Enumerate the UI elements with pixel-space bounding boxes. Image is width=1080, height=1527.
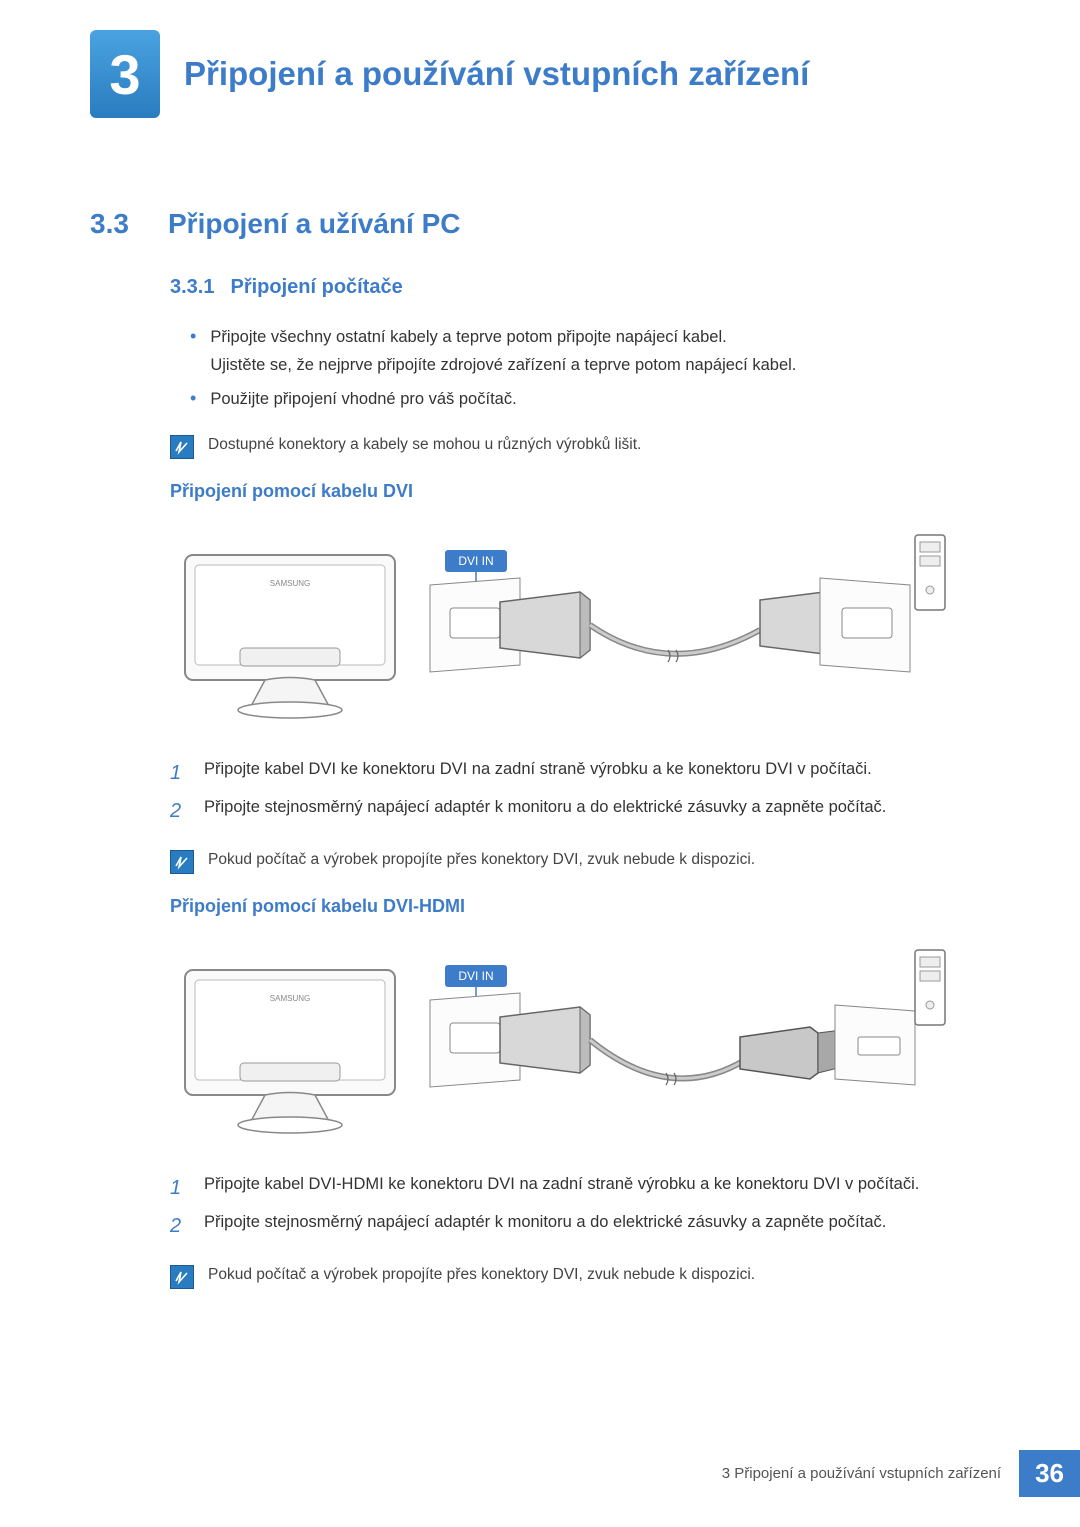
section-heading: 3.3 Připojení a užívání PC [90,208,990,240]
chapter-header: 3 Připojení a používání vstupních zaříze… [90,30,990,118]
svg-text:SAMSUNG: SAMSUNG [270,579,310,588]
port-label: DVI IN [458,554,493,568]
note: Pokud počítač a výrobek propojíte přes k… [170,1263,990,1289]
diagram-dvi-hdmi: SAMSUNG DVI IN [170,945,950,1145]
steps-dvi-hdmi: 1 Připojte kabel DVI-HDMI ke konektoru D… [170,1169,990,1245]
step-number: 2 [170,1207,188,1245]
diagram-dvi: SAMSUNG DVI IN [170,530,950,730]
list-item: • Připojte všechny ostatní kabely a tepr… [190,323,990,379]
section-number: 3.3 [90,208,144,240]
chapter-badge: 3 [90,30,160,118]
bullet-icon: • [190,323,196,379]
list-item: 1 Připojte kabel DVI-HDMI ke konektoru D… [170,1169,990,1207]
bullet-icon: • [190,385,196,413]
list-item: 2 Připojte stejnosměrný napájecí adaptér… [170,1207,990,1245]
list-item: 2 Připojte stejnosměrný napájecí adaptér… [170,792,990,830]
note-icon [170,850,194,874]
step-text: Připojte stejnosměrný napájecí adaptér k… [204,792,990,830]
list-item: • Použijte připojení vhodné pro váš počí… [190,385,990,413]
chapter-number: 3 [109,42,140,107]
subsection-heading: 3.3.1 Připojení počítače [170,276,990,299]
chapter-title: Připojení a používání vstupních zařízení [184,55,809,93]
footer-text: 3 Připojení a používání vstupních zaříze… [704,1450,1019,1497]
step-text: Připojte stejnosměrný napájecí adaptér k… [204,1207,990,1245]
step-number: 2 [170,792,188,830]
page: 3 Připojení a používání vstupních zaříze… [0,0,1080,1527]
page-number: 36 [1019,1450,1080,1497]
note-icon [170,1265,194,1289]
steps-dvi: 1 Připojte kabel DVI ke konektoru DVI na… [170,754,990,830]
step-number: 1 [170,754,188,792]
heading-dvi-hdmi: Připojení pomocí kabelu DVI-HDMI [170,896,990,917]
subsection-title: Připojení počítače [230,276,402,299]
note: Pokud počítač a výrobek propojíte přes k… [170,848,990,874]
note-text: Pokud počítač a výrobek propojíte přes k… [208,848,990,873]
bullet-text: Připojte všechny ostatní kabely a teprve… [210,323,990,379]
note: Dostupné konektory a kabely se mohou u r… [170,433,990,459]
svg-text:SAMSUNG: SAMSUNG [270,994,310,1003]
note-text: Pokud počítač a výrobek propojíte přes k… [208,1263,990,1288]
subsection-number: 3.3.1 [170,276,214,299]
page-footer: 3 Připojení a používání vstupních zaříze… [704,1450,1080,1497]
bullet-text: Použijte připojení vhodné pro váš počíta… [210,385,990,413]
list-item: 1 Připojte kabel DVI ke konektoru DVI na… [170,754,990,792]
heading-dvi: Připojení pomocí kabelu DVI [170,481,990,502]
step-number: 1 [170,1169,188,1207]
note-icon [170,435,194,459]
note-text: Dostupné konektory a kabely se mohou u r… [208,433,990,458]
step-text: Připojte kabel DVI ke konektoru DVI na z… [204,754,990,792]
bullet-list: • Připojte všechny ostatní kabely a tepr… [190,323,990,413]
section-title: Připojení a užívání PC [168,208,461,240]
step-text: Připojte kabel DVI-HDMI ke konektoru DVI… [204,1169,990,1207]
port-label: DVI IN [458,969,493,983]
